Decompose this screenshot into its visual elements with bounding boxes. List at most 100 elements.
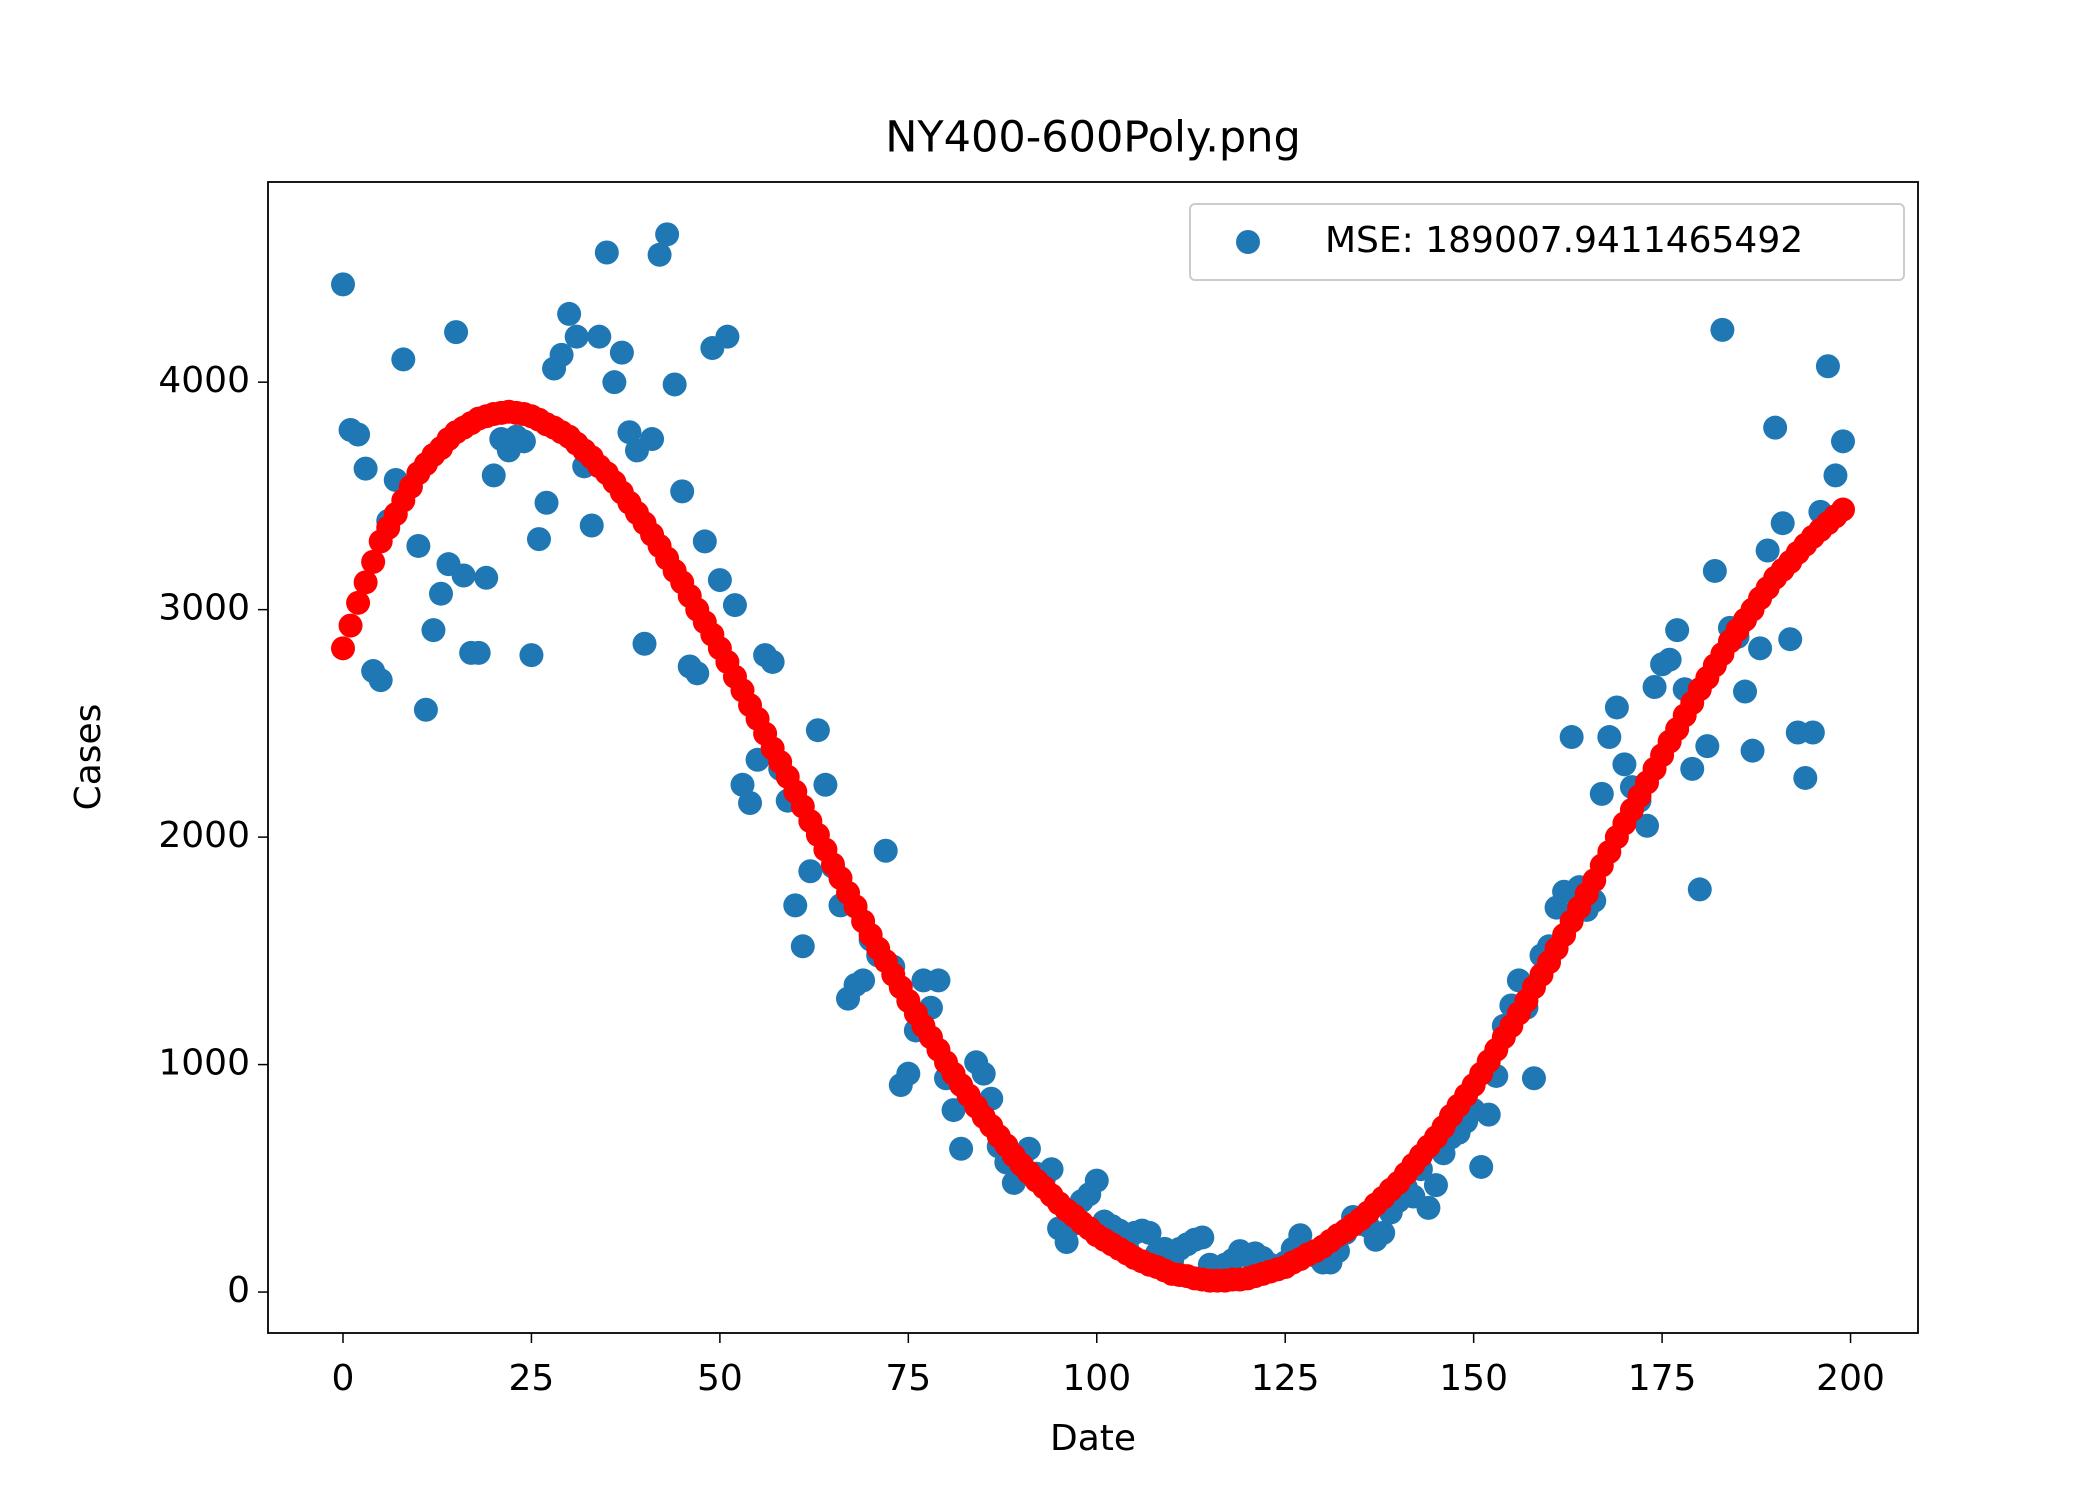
- point: [949, 1136, 974, 1161]
- point: [557, 301, 582, 326]
- legend-label: MSE: 189007.9411465492: [1325, 220, 1803, 261]
- point: [406, 533, 431, 558]
- point: [617, 420, 642, 445]
- point: [715, 324, 740, 349]
- x-tick-label: 100: [1062, 1358, 1131, 1399]
- point: [511, 429, 536, 454]
- point: [640, 427, 665, 452]
- point: [346, 422, 371, 447]
- point: [851, 968, 876, 993]
- point: [1642, 674, 1667, 699]
- point: [587, 324, 612, 349]
- point: [1476, 1102, 1501, 1127]
- point: [670, 479, 695, 504]
- point: [609, 340, 634, 365]
- point: [519, 643, 544, 668]
- point: [1137, 1220, 1162, 1245]
- point: [594, 240, 619, 265]
- point: [338, 613, 363, 638]
- point: [1559, 725, 1584, 750]
- point: [1793, 765, 1818, 790]
- point: [413, 697, 438, 722]
- point: [760, 649, 785, 674]
- point: [1604, 695, 1629, 720]
- point: [1770, 511, 1795, 536]
- x-tick-label: 125: [1251, 1358, 1320, 1399]
- point: [368, 668, 393, 693]
- point: [1416, 1195, 1441, 1220]
- point: [1695, 734, 1720, 759]
- y-tick-label: 3000: [158, 588, 250, 629]
- point: [526, 527, 551, 552]
- point: [632, 631, 657, 656]
- point: [662, 372, 687, 397]
- point: [896, 1061, 921, 1086]
- point: [873, 838, 898, 863]
- y-tick-label: 2000: [158, 815, 250, 856]
- legend-box: [1189, 203, 1905, 281]
- x-tick-label: 25: [509, 1358, 555, 1399]
- point: [1763, 415, 1788, 440]
- point: [707, 568, 732, 593]
- x-tick-label: 175: [1628, 1358, 1697, 1399]
- point: [1190, 1225, 1215, 1250]
- point: [428, 581, 453, 606]
- plot-frame: [267, 181, 1919, 1334]
- point: [391, 347, 416, 372]
- point: [813, 772, 838, 797]
- chart-title: NY400-600Poly.png: [885, 113, 1301, 163]
- point: [692, 529, 717, 554]
- point: [602, 370, 627, 395]
- point: [783, 893, 808, 918]
- point: [1612, 752, 1637, 777]
- point: [1635, 813, 1660, 838]
- point: [1665, 618, 1690, 643]
- point: [1680, 756, 1705, 781]
- point: [1054, 1230, 1079, 1255]
- point: [722, 593, 747, 618]
- point: [738, 790, 763, 815]
- y-tick-label: 0: [227, 1270, 250, 1311]
- point: [361, 549, 386, 574]
- point: [790, 934, 815, 959]
- point: [1815, 354, 1840, 379]
- point: [331, 272, 355, 297]
- point: [353, 570, 378, 595]
- point: [1831, 497, 1855, 522]
- point: [534, 490, 559, 515]
- point: [685, 661, 710, 686]
- point: [1800, 720, 1825, 745]
- point: [971, 1061, 996, 1086]
- y-axis-label: Cases: [68, 704, 109, 811]
- x-tick-label: 75: [885, 1358, 931, 1399]
- x-axis-label: Date: [1050, 1418, 1136, 1459]
- point: [1740, 738, 1765, 763]
- point: [346, 590, 371, 615]
- point: [1687, 877, 1712, 902]
- point: [353, 456, 378, 481]
- point: [1084, 1168, 1109, 1193]
- point: [1597, 725, 1622, 750]
- x-tick-label: 200: [1816, 1358, 1885, 1399]
- point: [549, 342, 574, 367]
- y-tick-label: 1000: [158, 1043, 250, 1084]
- point: [730, 772, 755, 797]
- point: [564, 324, 589, 349]
- point: [451, 563, 476, 588]
- point: [474, 565, 499, 590]
- point: [1521, 1066, 1546, 1091]
- x-tick-label: 150: [1439, 1358, 1508, 1399]
- point: [1710, 317, 1735, 342]
- point: [579, 513, 604, 538]
- point: [331, 636, 355, 661]
- legend-marker: [1236, 230, 1260, 254]
- point: [1589, 781, 1614, 806]
- point: [1423, 1173, 1448, 1198]
- point: [1831, 429, 1855, 454]
- point: [466, 640, 491, 665]
- point: [1733, 679, 1758, 704]
- point: [1778, 627, 1803, 652]
- point: [1469, 1154, 1494, 1179]
